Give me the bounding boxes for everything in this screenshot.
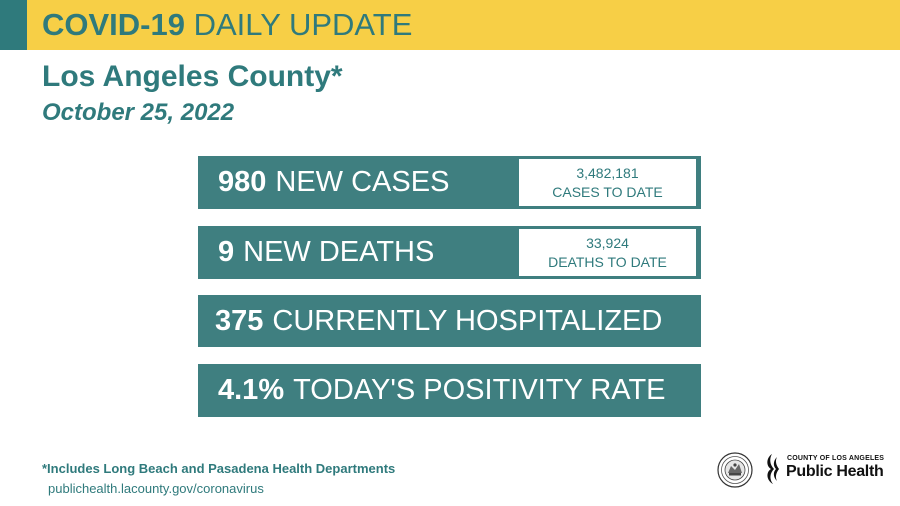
positivity-label: TODAY'S POSITIVITY RATE	[293, 374, 666, 406]
positivity-number: 4.1%	[218, 374, 285, 406]
public-health-name-text: Public Health	[786, 463, 884, 480]
banner-title: COVID-19 DAILY UPDATE	[42, 6, 412, 44]
deaths-to-date-label: DEATHS TO DATE	[548, 253, 667, 270]
banner-accent	[0, 0, 27, 50]
hospitalized-bar: 375 CURRENTLY HOSPITALIZED	[198, 295, 701, 347]
new-cases-bar: 980 NEW CASES 3,482,181 CASES TO DATE	[198, 156, 701, 209]
public-health-county-text: COUNTY OF LOS ANGELES	[787, 455, 885, 462]
public-health-mark-icon	[767, 454, 779, 484]
new-cases-number: 980	[218, 166, 267, 198]
new-cases-text: 980 NEW CASES	[218, 156, 449, 209]
county-seal-icon	[717, 452, 753, 488]
public-health-logo: COUNTY OF LOS ANGELES Public Health	[762, 452, 884, 488]
new-deaths-number: 9	[218, 236, 235, 268]
hospitalized-text: 375 CURRENTLY HOSPITALIZED	[215, 295, 662, 347]
cases-to-date-label: CASES TO DATE	[552, 183, 663, 200]
hospitalized-label: CURRENTLY HOSPITALIZED	[272, 304, 663, 337]
banner-title-bold: COVID-19	[42, 7, 185, 42]
cases-to-date-box: 3,482,181 CASES TO DATE	[519, 159, 696, 206]
header-banner: COVID-19 DAILY UPDATE	[0, 0, 900, 50]
new-deaths-text: 9 NEW DEATHS	[218, 226, 434, 279]
footnote: *Includes Long Beach and Pasadena Health…	[42, 461, 396, 476]
new-deaths-bar: 9 NEW DEATHS 33,924 DEATHS TO DATE	[198, 226, 701, 279]
update-date: October 25, 2022	[42, 99, 235, 126]
website-url: publichealth.lacounty.gov/coronavirus	[48, 481, 264, 496]
deaths-to-date-number: 33,924	[586, 234, 629, 251]
deaths-to-date-box: 33,924 DEATHS TO DATE	[519, 229, 696, 276]
new-cases-label: NEW CASES	[275, 166, 450, 198]
positivity-bar: 4.1% TODAY'S POSITIVITY RATE	[198, 364, 701, 417]
banner-title-light: DAILY UPDATE	[193, 7, 413, 42]
new-deaths-label: NEW DEATHS	[243, 236, 435, 268]
cases-to-date-number: 3,482,181	[576, 164, 639, 181]
county-title: Los Angeles County*	[42, 60, 343, 93]
hospitalized-number: 375	[215, 304, 264, 337]
positivity-text: 4.1% TODAY'S POSITIVITY RATE	[218, 364, 666, 417]
